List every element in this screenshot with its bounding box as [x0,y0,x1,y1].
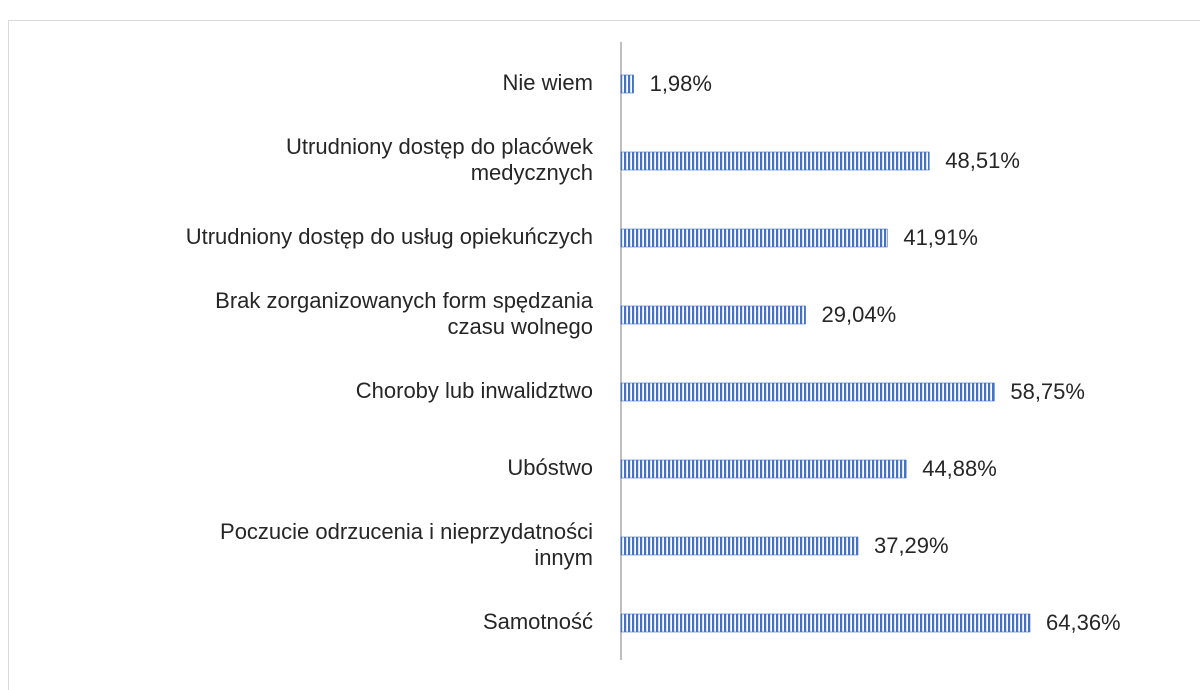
category-label: Poczucie odrzucenia i nieprzydatności inn… [220,519,593,570]
bar [620,459,907,479]
category-label: Samotność [483,609,593,634]
bar [620,613,1031,633]
bar [620,382,995,402]
bar [620,536,859,556]
bar [620,228,888,248]
category-label: Ubóstwo [507,455,593,480]
category-label: Utrudniony dostęp do placówek medycznych [286,134,594,185]
value-label: 41,91% [903,225,978,250]
value-label: 44,88% [922,456,997,481]
category-label: Nie wiem [503,70,593,95]
value-label: 37,29% [874,533,949,558]
bar [620,74,634,94]
value-label: 29,04% [822,302,897,327]
chart-frame [8,20,1200,690]
category-label: Choroby lub inwalidztwo [356,378,593,403]
value-label: 64,36% [1046,610,1121,635]
value-label: 1,98% [650,71,712,96]
bar [620,305,806,325]
category-label: Utrudniony dostęp do usług opiekuńczych [186,224,593,249]
value-label: 48,51% [945,148,1020,173]
value-label: 58,75% [1010,379,1085,404]
category-label: Brak zorganizowanych form spędzania czasu… [215,288,594,339]
bar [620,151,930,171]
